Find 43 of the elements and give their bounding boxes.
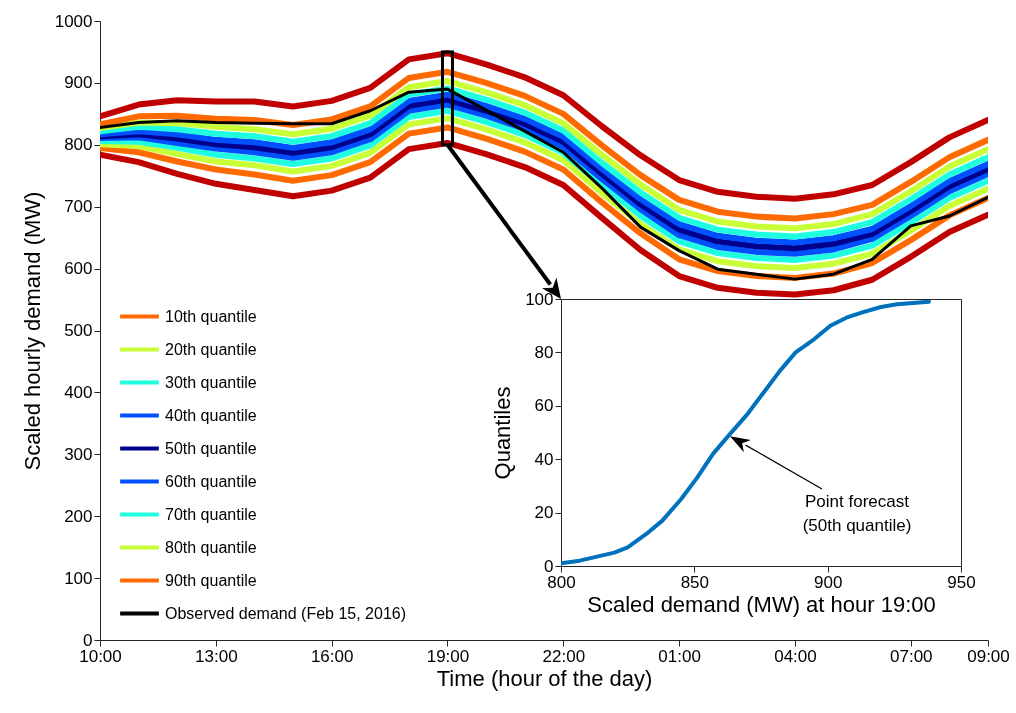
annotation: Point forecast (50th quantile): [802, 491, 912, 535]
legend-label: 60th quantile: [165, 472, 257, 490]
legend-label: 30th quantile: [165, 373, 257, 391]
x-tick-label: 16:00: [310, 646, 354, 666]
legend-label: 10th quantile: [165, 307, 257, 325]
legend-label: 50th quantile: [165, 439, 257, 457]
y-tick-label: 40: [534, 449, 554, 469]
legend-label: 80th quantile: [165, 538, 257, 556]
x-tick-label: 900: [813, 572, 843, 592]
y-tick-label: 300: [64, 444, 93, 464]
x-tick-label: 09:00: [967, 646, 1010, 666]
legend-label: 40th quantile: [165, 406, 257, 424]
x-tick-label: 01:00: [658, 646, 701, 666]
y-tick-label: 20: [534, 503, 554, 523]
legend-label: Observed demand (Feb 15, 2016): [165, 604, 407, 622]
x-axis-title: Scaled demand (MW) at hour 19:00: [587, 591, 936, 617]
y-tick-label: 80: [534, 342, 554, 362]
y-axis-title: Quantiles: [490, 386, 516, 480]
y-tick-label: 100: [64, 568, 93, 588]
y-tick-label: 700: [64, 197, 93, 217]
x-tick-label: 22:00: [542, 646, 586, 666]
x-tick-label: 19:00: [426, 646, 470, 666]
y-tick-label: 60: [534, 396, 554, 416]
x-axis-title: Time (hour of the day): [436, 665, 653, 691]
line-series: [100, 87, 988, 281]
x-tick-label: 07:00: [890, 646, 933, 666]
y-tick-label: 400: [64, 382, 93, 402]
x-tick-label: 950: [947, 572, 976, 592]
legend-label: 90th quantile: [165, 571, 257, 589]
y-tick-label: 200: [64, 506, 93, 526]
y-tick-label: 800: [64, 135, 93, 155]
y-tick-label: 1000: [54, 11, 93, 31]
legend-label: 20th quantile: [165, 340, 257, 358]
y-tick-label: 100: [525, 289, 554, 309]
line-series: [561, 299, 931, 566]
y-tick-label: 900: [64, 73, 93, 93]
y-tick-label: 500: [64, 321, 93, 340]
y-tick-label: 600: [64, 259, 93, 279]
y-axis-title: Scaled hourly demand (MW): [19, 191, 45, 471]
x-tick-label: 04:00: [774, 646, 817, 666]
x-tick-label: 13:00: [195, 646, 238, 666]
x-tick-label: 850: [680, 572, 710, 592]
legend-label: 70th quantile: [165, 505, 257, 523]
